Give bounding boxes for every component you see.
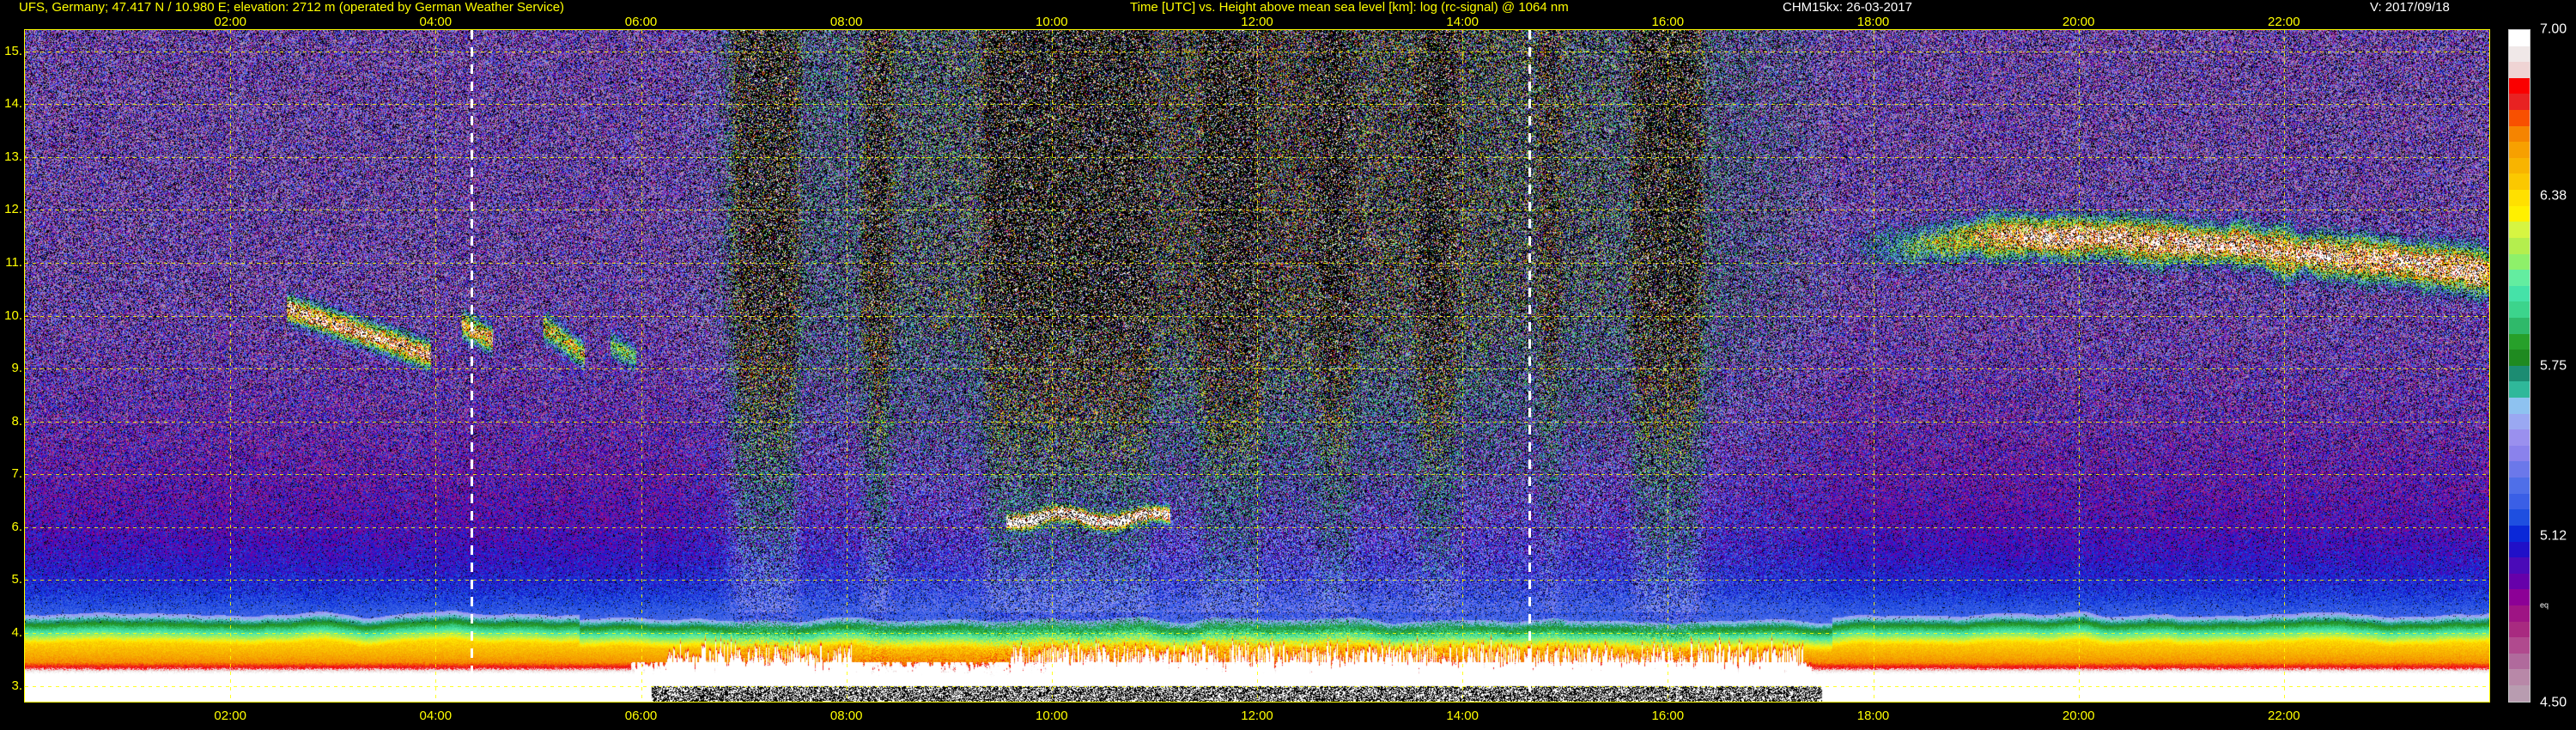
x-tick-label-bottom-2000: 20:00 (2062, 709, 2095, 723)
colorbar-segment (2509, 173, 2530, 191)
colorbar-tick-7-00: 7.00 (2540, 21, 2567, 37)
colorbar-segment (2509, 94, 2530, 111)
colorbar-segment (2509, 413, 2530, 430)
colorbar-segment (2509, 621, 2530, 638)
colorbar-segment (2509, 509, 2530, 526)
y-tick-label-9: 9. (11, 361, 22, 376)
version-label: V: 2017/09/18 (2370, 0, 2450, 15)
colorbar-eq-label: eq (2540, 600, 2549, 610)
colorbar-segment (2509, 493, 2530, 510)
colorbar-segment (2509, 478, 2530, 494)
colorbar-segment (2509, 237, 2530, 254)
y-tick-label-7: 7. (11, 466, 22, 482)
x-tick-label-bottom-1400: 14:00 (1446, 709, 1479, 723)
colorbar-segment (2509, 525, 2530, 542)
x-tick-label-bottom-1000: 10:00 (1036, 709, 1068, 723)
x-tick-label-top-0200: 02:00 (214, 15, 246, 29)
x-tick-label-top-0600: 06:00 (624, 15, 658, 29)
x-tick-label-bottom-0800: 08:00 (829, 709, 863, 723)
x-tick-label-top-1400: 14:00 (1446, 15, 1479, 29)
x-tick-label-bottom-0400: 04:00 (419, 709, 453, 723)
x-tick-label-top-2000: 20:00 (2062, 15, 2095, 29)
colorbar-segment (2509, 605, 2530, 622)
colorbar-segment (2509, 77, 2530, 94)
colorbar-segment (2509, 317, 2530, 334)
x-tick-label-top-1200: 12:00 (1241, 15, 1273, 29)
colorbar-segment (2509, 46, 2530, 63)
y-tick-label-14: 14. (4, 96, 22, 112)
colorbar-segment (2509, 398, 2530, 414)
colorbar (2508, 29, 2530, 703)
y-tick-label-4: 4. (11, 624, 22, 640)
x-tick-label-bottom-0600: 06:00 (624, 709, 658, 723)
colorbar-segment (2509, 190, 2530, 206)
colorbar-segment (2509, 365, 2530, 382)
y-tick-label-5: 5. (11, 572, 22, 587)
plot-description-label: Time [UTC] vs. Height above mean sea lev… (1130, 0, 1569, 15)
colorbar-tick-5-12: 5.12 (2540, 528, 2567, 544)
y-tick-label-10: 10. (4, 307, 22, 323)
colorbar-segment (2509, 653, 2530, 670)
colorbar-segment (2509, 589, 2530, 605)
colorbar-segment (2509, 30, 2530, 46)
colorbar-segment (2509, 125, 2530, 143)
heatmap-canvas (25, 30, 2489, 702)
colorbar-segment (2509, 253, 2530, 271)
x-tick-label-top-1800: 18:00 (1856, 15, 1890, 29)
colorbar-segment (2509, 461, 2530, 478)
y-tick-label-3: 3. (11, 678, 22, 693)
colorbar-segment (2509, 557, 2530, 574)
instrument-date-label: CHM15kx: 26-03-2017 (1783, 0, 1912, 15)
x-tick-label-top-0800: 08:00 (829, 15, 863, 29)
x-tick-label-top-2200: 22:00 (2268, 15, 2300, 29)
colorbar-segment (2509, 445, 2530, 462)
colorbar-segment (2509, 333, 2530, 350)
x-tick-label-bottom-1800: 18:00 (1856, 709, 1890, 723)
x-tick-label-top-1000: 10:00 (1036, 15, 1068, 29)
header-bar: UFS, Germany; 47.417 N / 10.980 E; eleva… (0, 0, 2576, 15)
station-info-label: UFS, Germany; 47.417 N / 10.980 E; eleva… (19, 0, 565, 15)
colorbar-segment (2509, 142, 2530, 158)
colorbar-segment (2509, 157, 2530, 174)
colorbar-segment (2509, 637, 2530, 654)
colorbar-segment (2509, 205, 2530, 222)
colorbar-gradient (2508, 29, 2530, 703)
colorbar-segment (2509, 110, 2530, 126)
colorbar-segment (2509, 684, 2530, 702)
x-tick-label-bottom-1600: 16:00 (1651, 709, 1685, 723)
colorbar-segment (2509, 669, 2530, 685)
y-tick-label-11: 11. (5, 254, 22, 270)
lidar-heatmap-plot[interactable] (24, 29, 2490, 703)
colorbar-segment (2509, 541, 2530, 558)
colorbar-segment (2509, 222, 2530, 238)
x-tick-label-top-1600: 16:00 (1651, 15, 1685, 29)
colorbar-segment (2509, 350, 2530, 366)
y-tick-label-8: 8. (11, 413, 22, 429)
colorbar-segment (2509, 270, 2530, 286)
colorbar-tick-5-75: 5.75 (2540, 358, 2567, 374)
x-tick-label-bottom-2200: 22:00 (2268, 709, 2300, 723)
y-tick-label-15: 15. (4, 43, 22, 58)
y-tick-label-12: 12. (4, 202, 22, 217)
x-tick-label-bottom-0200: 02:00 (214, 709, 246, 723)
colorbar-tick-6-38: 6.38 (2540, 188, 2567, 204)
y-tick-label-6: 6. (11, 519, 22, 534)
y-tick-label-13: 13. (4, 149, 22, 164)
colorbar-segment (2509, 381, 2530, 398)
colorbar-segment (2509, 429, 2530, 446)
colorbar-tick-4-50: 4.50 (2540, 695, 2567, 710)
colorbar-segment (2509, 301, 2530, 318)
x-tick-label-top-0400: 04:00 (419, 15, 453, 29)
colorbar-segment (2509, 62, 2530, 78)
x-tick-label-bottom-1200: 12:00 (1241, 709, 1273, 723)
colorbar-segment (2509, 573, 2530, 590)
colorbar-segment (2509, 285, 2530, 302)
